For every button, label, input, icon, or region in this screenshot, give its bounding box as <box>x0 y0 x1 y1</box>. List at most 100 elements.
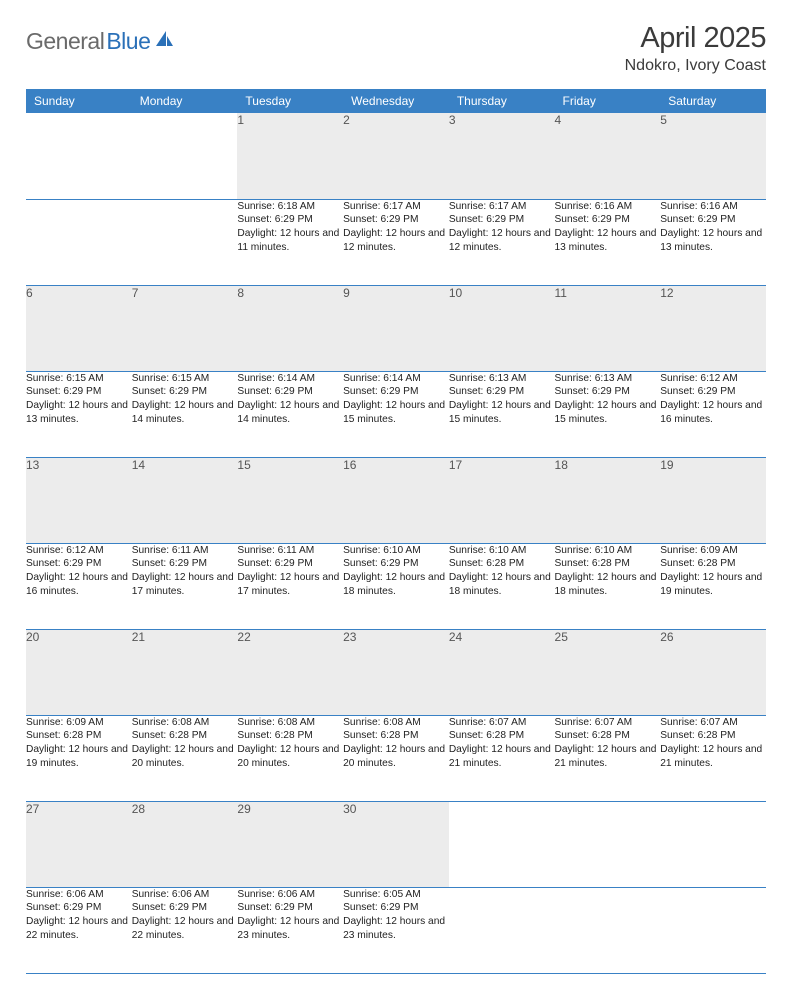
sunset-text: Sunset: 6:28 PM <box>660 557 766 571</box>
sunset-text: Sunset: 6:29 PM <box>660 213 766 227</box>
day-number-cell: 28 <box>132 801 238 887</box>
day-number-cell: 14 <box>132 457 238 543</box>
day-number: 16 <box>343 458 356 472</box>
daylight-text: Daylight: 12 hours and 19 minutes. <box>660 571 766 599</box>
day-number-cell: 18 <box>555 457 661 543</box>
sunrise-text: Sunrise: 6:08 AM <box>132 716 238 730</box>
day-number: 18 <box>555 458 568 472</box>
day-number: 28 <box>132 802 145 816</box>
day-number: 11 <box>555 286 567 300</box>
daylight-text: Daylight: 12 hours and 23 minutes. <box>343 915 449 943</box>
sunset-text: Sunset: 6:29 PM <box>555 213 661 227</box>
day-number-row: 6789101112 <box>26 285 766 371</box>
daylight-text: Daylight: 12 hours and 18 minutes. <box>343 571 449 599</box>
daylight-text: Daylight: 12 hours and 18 minutes. <box>555 571 661 599</box>
weekday-header: Friday <box>555 89 661 113</box>
day-number-cell: 25 <box>555 629 661 715</box>
day-number-cell <box>555 801 661 887</box>
brand-part1: General <box>26 28 104 55</box>
sunset-text: Sunset: 6:28 PM <box>449 557 555 571</box>
daylight-text: Daylight: 12 hours and 15 minutes. <box>555 399 661 427</box>
day-number: 12 <box>660 286 673 300</box>
day-content-cell: Sunrise: 6:08 AMSunset: 6:28 PMDaylight:… <box>132 715 238 801</box>
day-number: 14 <box>132 458 145 472</box>
day-content-row: Sunrise: 6:12 AMSunset: 6:29 PMDaylight:… <box>26 543 766 629</box>
daylight-text: Daylight: 12 hours and 12 minutes. <box>449 227 555 255</box>
daylight-text: Daylight: 12 hours and 18 minutes. <box>449 571 555 599</box>
sunset-text: Sunset: 6:28 PM <box>237 729 343 743</box>
day-content-cell: Sunrise: 6:06 AMSunset: 6:29 PMDaylight:… <box>132 887 238 973</box>
day-number: 9 <box>343 286 350 300</box>
day-number-cell: 27 <box>26 801 132 887</box>
sunrise-text: Sunrise: 6:17 AM <box>449 200 555 214</box>
daylight-text: Daylight: 12 hours and 19 minutes. <box>26 743 132 771</box>
day-number: 13 <box>26 458 39 472</box>
daylight-text: Daylight: 12 hours and 16 minutes. <box>660 399 766 427</box>
day-number-cell <box>132 113 238 199</box>
day-number: 21 <box>132 630 145 644</box>
brand-sail-icon <box>154 30 174 53</box>
day-number-cell: 23 <box>343 629 449 715</box>
sunrise-text: Sunrise: 6:06 AM <box>132 888 238 902</box>
day-content-cell <box>660 887 766 973</box>
day-content-cell: Sunrise: 6:05 AMSunset: 6:29 PMDaylight:… <box>343 887 449 973</box>
sunset-text: Sunset: 6:29 PM <box>555 385 661 399</box>
day-number-cell: 15 <box>237 457 343 543</box>
day-number-cell: 29 <box>237 801 343 887</box>
day-number: 2 <box>343 113 350 127</box>
sunrise-text: Sunrise: 6:05 AM <box>343 888 449 902</box>
daylight-text: Daylight: 12 hours and 17 minutes. <box>132 571 238 599</box>
daylight-text: Daylight: 12 hours and 13 minutes. <box>26 399 132 427</box>
day-number-cell: 19 <box>660 457 766 543</box>
sunrise-text: Sunrise: 6:06 AM <box>237 888 343 902</box>
weekday-header: Tuesday <box>237 89 343 113</box>
sunset-text: Sunset: 6:29 PM <box>132 385 238 399</box>
sunset-text: Sunset: 6:28 PM <box>343 729 449 743</box>
daylight-text: Daylight: 12 hours and 22 minutes. <box>132 915 238 943</box>
sunset-text: Sunset: 6:29 PM <box>237 213 343 227</box>
day-content-cell <box>555 887 661 973</box>
day-number-cell: 6 <box>26 285 132 371</box>
day-content-cell: Sunrise: 6:11 AMSunset: 6:29 PMDaylight:… <box>132 543 238 629</box>
daylight-text: Daylight: 12 hours and 20 minutes. <box>132 743 238 771</box>
day-number: 15 <box>237 458 250 472</box>
location-label: Ndokro, Ivory Coast <box>625 57 766 75</box>
sunrise-text: Sunrise: 6:07 AM <box>660 716 766 730</box>
sunset-text: Sunset: 6:29 PM <box>26 901 132 915</box>
day-number: 5 <box>660 113 667 127</box>
sunrise-text: Sunrise: 6:15 AM <box>26 372 132 386</box>
day-number-cell: 3 <box>449 113 555 199</box>
day-content-cell: Sunrise: 6:15 AMSunset: 6:29 PMDaylight:… <box>132 371 238 457</box>
title-block: April 2025 Ndokro, Ivory Coast <box>625 22 766 75</box>
day-number-cell <box>660 801 766 887</box>
day-number-cell <box>26 113 132 199</box>
day-content-cell: Sunrise: 6:10 AMSunset: 6:29 PMDaylight:… <box>343 543 449 629</box>
day-number: 23 <box>343 630 356 644</box>
sunset-text: Sunset: 6:29 PM <box>343 385 449 399</box>
daylight-text: Daylight: 12 hours and 17 minutes. <box>237 571 343 599</box>
day-number: 24 <box>449 630 462 644</box>
day-number-cell: 13 <box>26 457 132 543</box>
day-number: 10 <box>449 286 462 300</box>
day-number-cell: 30 <box>343 801 449 887</box>
calendar-page: GeneralBlue April 2025 Ndokro, Ivory Coa… <box>0 0 792 996</box>
day-content-cell: Sunrise: 6:13 AMSunset: 6:29 PMDaylight:… <box>449 371 555 457</box>
sunrise-text: Sunrise: 6:10 AM <box>555 544 661 558</box>
sunrise-text: Sunrise: 6:15 AM <box>132 372 238 386</box>
month-title: April 2025 <box>625 22 766 55</box>
daylight-text: Daylight: 12 hours and 21 minutes. <box>449 743 555 771</box>
day-content-row: Sunrise: 6:09 AMSunset: 6:28 PMDaylight:… <box>26 715 766 801</box>
daylight-text: Daylight: 12 hours and 11 minutes. <box>237 227 343 255</box>
weekday-header-row: Sunday Monday Tuesday Wednesday Thursday… <box>26 89 766 113</box>
day-content-row: Sunrise: 6:06 AMSunset: 6:29 PMDaylight:… <box>26 887 766 973</box>
weekday-header: Thursday <box>449 89 555 113</box>
day-number-cell: 17 <box>449 457 555 543</box>
sunset-text: Sunset: 6:28 PM <box>449 729 555 743</box>
sunrise-text: Sunrise: 6:11 AM <box>237 544 343 558</box>
day-content-cell: Sunrise: 6:17 AMSunset: 6:29 PMDaylight:… <box>343 199 449 285</box>
day-content-cell: Sunrise: 6:07 AMSunset: 6:28 PMDaylight:… <box>555 715 661 801</box>
sunset-text: Sunset: 6:29 PM <box>132 557 238 571</box>
sunrise-text: Sunrise: 6:17 AM <box>343 200 449 214</box>
daylight-text: Daylight: 12 hours and 16 minutes. <box>26 571 132 599</box>
sunrise-text: Sunrise: 6:07 AM <box>449 716 555 730</box>
